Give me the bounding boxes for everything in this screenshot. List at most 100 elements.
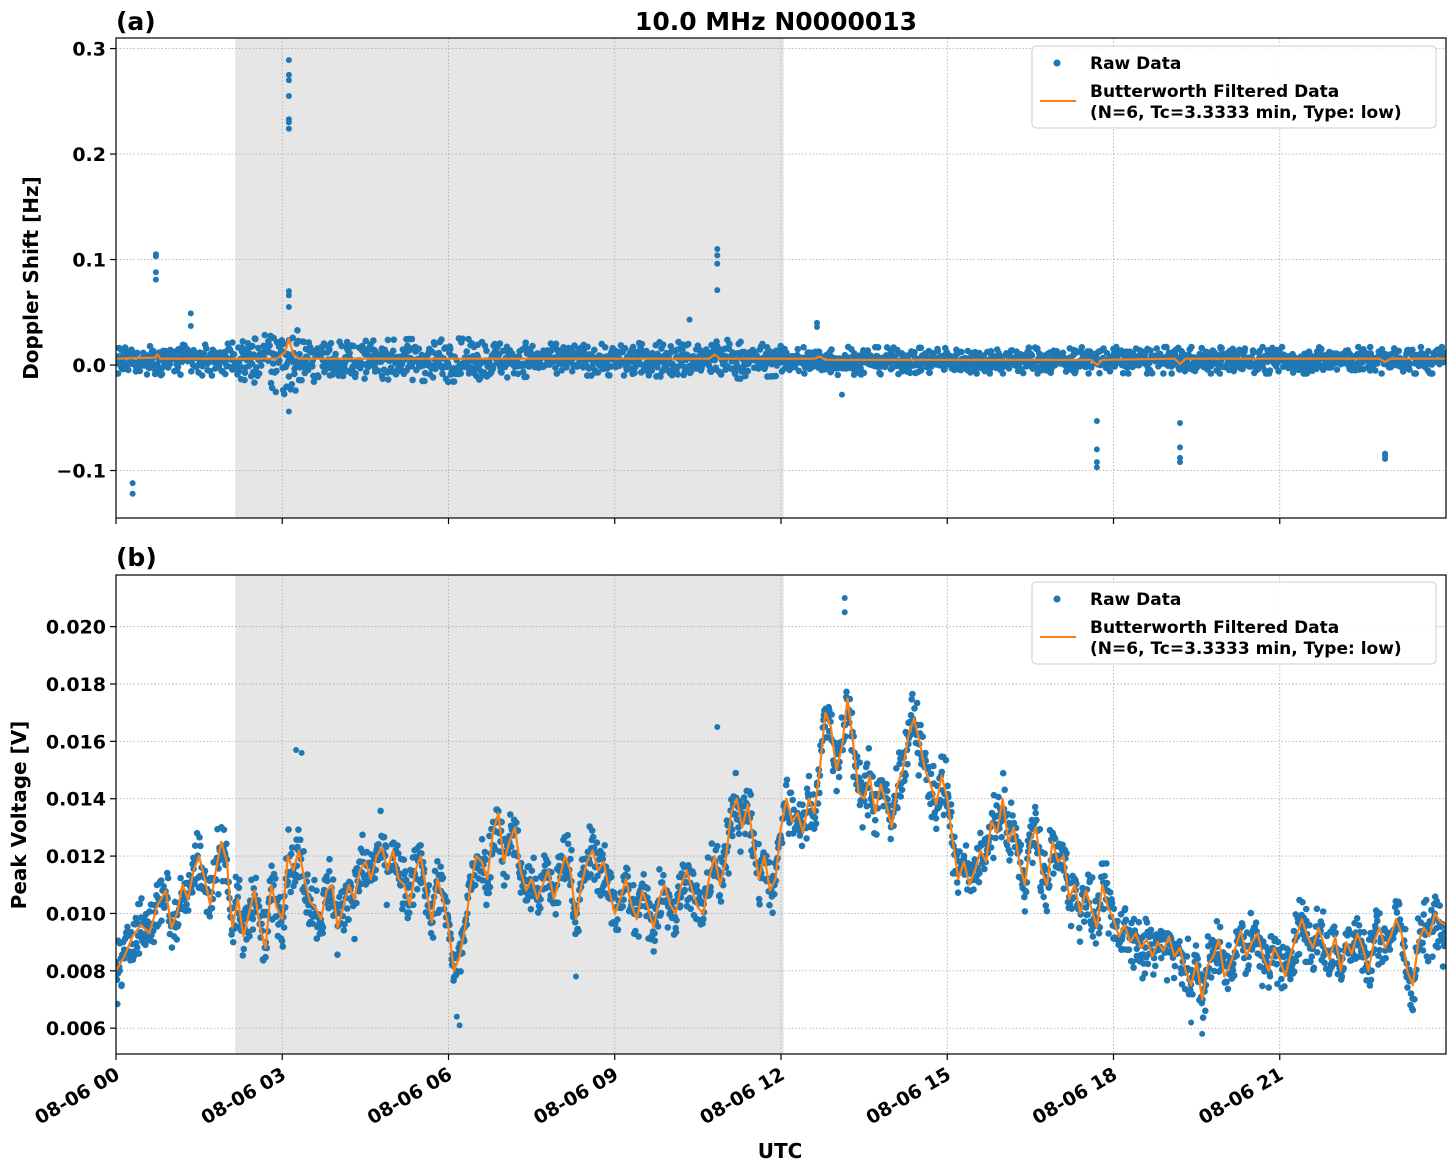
raw-data-point <box>534 884 541 892</box>
raw-data-point <box>218 856 226 863</box>
raw-data-point <box>833 787 840 795</box>
data-layer <box>116 594 1446 1037</box>
raw-data-point <box>146 342 154 350</box>
raw-data-point <box>913 699 921 707</box>
raw-data-point <box>390 336 398 344</box>
raw-data-point <box>292 387 299 394</box>
raw-data-point <box>998 833 1005 841</box>
raw-data-point <box>962 842 970 849</box>
raw-data-point <box>479 877 486 884</box>
raw-data-point <box>594 369 602 376</box>
raw-data-point <box>973 370 980 377</box>
raw-data-outlier <box>572 973 579 980</box>
raw-data-point <box>528 867 536 874</box>
raw-data-point <box>249 342 256 350</box>
raw-data-point <box>926 369 933 377</box>
raw-data-point <box>1007 799 1015 806</box>
raw-data-point <box>575 927 582 935</box>
raw-data-point <box>940 811 948 819</box>
y-tick-label: 0.018 <box>46 674 106 696</box>
raw-data-point <box>272 388 280 396</box>
raw-data-outlier <box>129 480 136 487</box>
raw-data-point <box>624 865 631 873</box>
raw-data-point <box>708 840 716 847</box>
raw-data-point <box>958 348 965 356</box>
raw-data-point <box>1050 870 1057 877</box>
raw-data-point <box>481 848 489 856</box>
raw-data-point <box>266 342 273 349</box>
raw-data-point <box>1257 963 1264 970</box>
raw-data-point <box>1434 944 1442 951</box>
raw-data-point <box>235 884 243 891</box>
raw-data-point <box>679 346 686 354</box>
raw-data-point <box>309 920 316 927</box>
raw-data-point <box>927 770 935 778</box>
raw-data-point <box>803 835 810 842</box>
raw-data-point <box>1130 915 1138 923</box>
raw-data-point <box>843 688 850 696</box>
raw-data-point <box>160 883 167 890</box>
raw-data-point <box>1319 908 1327 915</box>
raw-data-point <box>1184 935 1192 943</box>
panel-b: (b) 0.0060.0080.0100.0120.0140.0160.0180… <box>7 543 1447 1163</box>
panel-label-a: (a) <box>116 7 156 36</box>
raw-data-point <box>1105 930 1112 937</box>
raw-data-point <box>402 868 409 875</box>
raw-data-point <box>1125 946 1133 953</box>
raw-data-point <box>664 924 672 931</box>
raw-data-point <box>1148 370 1156 377</box>
raw-data-point <box>803 785 811 792</box>
raw-data-point <box>1368 967 1376 975</box>
raw-data-point <box>285 826 292 833</box>
raw-data-point <box>1072 367 1079 375</box>
raw-data-point <box>1001 786 1008 794</box>
raw-data-point <box>127 928 135 936</box>
raw-data-point <box>1202 1007 1209 1015</box>
raw-data-point <box>425 882 433 889</box>
raw-data-point <box>1076 924 1083 932</box>
raw-data-point <box>1259 343 1266 351</box>
raw-data-point <box>769 909 776 917</box>
raw-data-point <box>326 346 333 354</box>
raw-data-point <box>799 801 806 809</box>
legend-frame <box>1031 45 1437 129</box>
raw-data-point <box>737 375 744 383</box>
raw-data-point <box>1070 894 1077 901</box>
raw-data-point <box>450 378 458 385</box>
raw-data-point <box>459 335 466 343</box>
raw-data-point <box>883 787 891 795</box>
raw-data-point <box>1425 347 1432 355</box>
raw-data-point <box>1249 349 1257 357</box>
raw-data-point <box>1216 923 1224 931</box>
raw-data-point <box>1194 955 1201 962</box>
raw-data-point <box>796 832 804 839</box>
raw-data-point <box>686 894 694 902</box>
raw-data-point <box>1163 977 1171 984</box>
raw-data-point <box>345 916 352 923</box>
raw-data-point <box>956 848 963 855</box>
raw-data-outlier <box>285 408 292 415</box>
raw-data-point <box>241 369 249 377</box>
raw-data-point <box>522 339 529 347</box>
raw-data-outlier <box>187 323 194 329</box>
raw-data-point <box>1088 364 1095 371</box>
raw-data-point <box>771 890 778 898</box>
raw-data-point <box>1089 933 1097 940</box>
raw-data-point <box>856 759 863 766</box>
raw-data-outlier <box>285 292 292 299</box>
raw-data-point <box>1281 983 1288 990</box>
raw-data-point <box>223 840 230 848</box>
raw-data-point <box>1152 962 1159 970</box>
raw-data-point <box>810 791 817 798</box>
raw-data-point <box>465 335 472 343</box>
raw-data-outlier <box>285 288 292 295</box>
raw-data-point <box>1100 345 1107 352</box>
raw-data-point <box>239 952 247 959</box>
chart-title: 10.0 MHz N0000013 <box>635 7 917 36</box>
raw-data-point <box>400 856 408 863</box>
raw-data-point <box>1386 946 1394 953</box>
raw-data-point <box>1429 370 1436 377</box>
raw-data-point <box>704 854 712 861</box>
y-tick-label: 0.2 <box>72 144 106 166</box>
raw-data-point <box>620 896 627 903</box>
